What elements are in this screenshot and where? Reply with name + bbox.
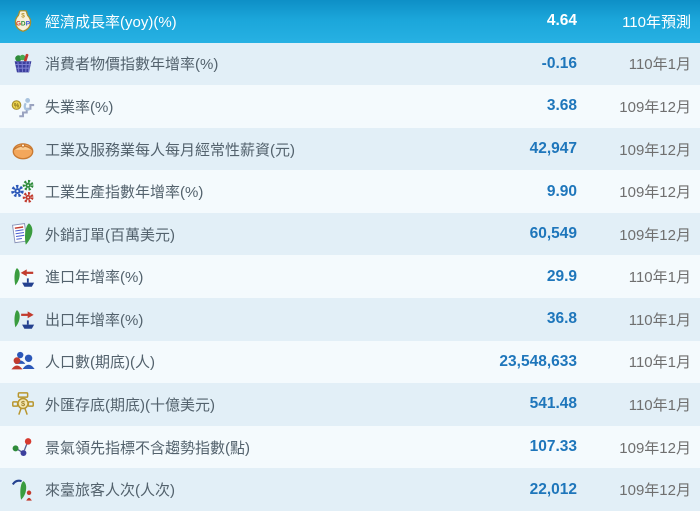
svg-text:P: P bbox=[26, 21, 31, 28]
salary-purse-icon bbox=[9, 135, 37, 163]
gdp-icon: $ G D P bbox=[9, 7, 37, 35]
indicator-period: 110年預測 bbox=[622, 13, 691, 31]
indicator-value: 29.9 bbox=[546, 267, 577, 285]
indicator-value: 22,012 bbox=[529, 480, 577, 498]
indicator-value: -0.16 bbox=[541, 54, 577, 72]
indicator-row[interactable]: 外銷訂單(百萬美元) 60,549 109年12月 bbox=[0, 212, 700, 256]
indicator-label: 失業率(%) bbox=[45, 98, 114, 116]
indicator-period: 109年12月 bbox=[619, 98, 691, 116]
indicator-label: 來臺旅客人次(人次) bbox=[45, 482, 175, 500]
svg-text:$: $ bbox=[21, 13, 25, 20]
taiwan-visitors-icon bbox=[9, 476, 37, 504]
svg-text:%: % bbox=[14, 104, 20, 110]
indicator-row[interactable]: 工業及服務業每人每月經常性薪資(元) 42,947 109年12月 bbox=[0, 127, 700, 171]
indicator-period: 110年1月 bbox=[628, 396, 691, 414]
indicator-value: 4.64 bbox=[546, 12, 577, 30]
indicator-label: 外銷訂單(百萬美元) bbox=[45, 226, 175, 244]
indicator-label: 工業生產指數年增率(%) bbox=[45, 184, 204, 202]
indicator-label: 經濟成長率(yoy)(%) bbox=[45, 13, 177, 31]
indicator-period: 110年1月 bbox=[628, 56, 691, 74]
cpi-basket-icon bbox=[9, 50, 37, 78]
indicator-period: 109年12月 bbox=[619, 184, 691, 202]
indicator-value: 9.90 bbox=[546, 182, 577, 200]
indicator-value: 60,549 bbox=[529, 225, 577, 243]
svg-text:D: D bbox=[21, 21, 26, 28]
indicator-row[interactable]: $ 外匯存底(期底)(十億美元) 541.48 110年1月 bbox=[0, 383, 700, 426]
unemployment-icon: % bbox=[9, 92, 37, 120]
forex-reserves-icon: $ bbox=[9, 390, 37, 418]
svg-text:$: $ bbox=[21, 400, 26, 409]
industry-gears-icon bbox=[9, 178, 37, 206]
population-icon bbox=[9, 348, 37, 376]
indicator-label: 景氣領先指標不含趨勢指數(點) bbox=[45, 439, 250, 457]
indicator-value: 42,947 bbox=[529, 140, 577, 158]
leading-indicator-icon bbox=[9, 433, 37, 461]
indicator-row[interactable]: $ G D P 經濟成長率(yoy)(%) 4.64 110年預測 bbox=[0, 0, 700, 43]
indicator-period: 109年12月 bbox=[619, 226, 691, 244]
import-icon bbox=[9, 263, 37, 291]
indicator-label: 工業及服務業每人每月經常性薪資(元) bbox=[45, 141, 295, 159]
indicator-value: 36.8 bbox=[546, 310, 577, 328]
indicator-label: 出口年增率(%) bbox=[45, 311, 144, 329]
indicator-row[interactable]: 工業生產指數年增率(%) 9.90 109年12月 bbox=[0, 170, 700, 213]
indicator-label: 人口數(期底)(人) bbox=[45, 354, 155, 372]
indicator-row[interactable]: 景氣領先指標不含趨勢指數(點) 107.33 109年12月 bbox=[0, 425, 700, 469]
indicator-value: 23,548,633 bbox=[499, 352, 577, 370]
svg-text:G: G bbox=[16, 21, 21, 28]
indicator-period: 110年1月 bbox=[628, 269, 691, 287]
indicator-row[interactable]: 進口年增率(%) 29.9 110年1月 bbox=[0, 255, 700, 299]
indicator-value: 541.48 bbox=[529, 395, 577, 413]
indicator-row[interactable]: 消費者物價指數年增率(%) -0.16 110年1月 bbox=[0, 42, 700, 86]
indicator-row[interactable]: 出口年增率(%) 36.8 110年1月 bbox=[0, 298, 700, 341]
indicator-label: 消費者物價指數年增率(%) bbox=[45, 56, 219, 74]
indicator-row[interactable]: % 失業率(%) 3.68 109年12月 bbox=[0, 85, 700, 128]
export-orders-icon bbox=[9, 220, 37, 248]
indicator-row[interactable]: 人口數(期底)(人) 23,548,633 110年1月 bbox=[0, 340, 700, 384]
indicator-period: 109年12月 bbox=[619, 141, 691, 159]
export-icon bbox=[9, 305, 37, 333]
indicator-period: 109年12月 bbox=[619, 482, 691, 500]
indicator-value: 3.68 bbox=[546, 97, 577, 115]
indicator-label: 進口年增率(%) bbox=[45, 269, 144, 287]
indicator-row[interactable]: 來臺旅客人次(人次) 22,012 109年12月 bbox=[0, 468, 700, 511]
indicator-period: 109年12月 bbox=[619, 439, 691, 457]
indicator-value: 107.33 bbox=[529, 438, 577, 456]
indicator-period: 110年1月 bbox=[628, 354, 691, 372]
indicator-period: 110年1月 bbox=[628, 311, 691, 329]
indicator-label: 外匯存底(期底)(十億美元) bbox=[45, 396, 215, 414]
